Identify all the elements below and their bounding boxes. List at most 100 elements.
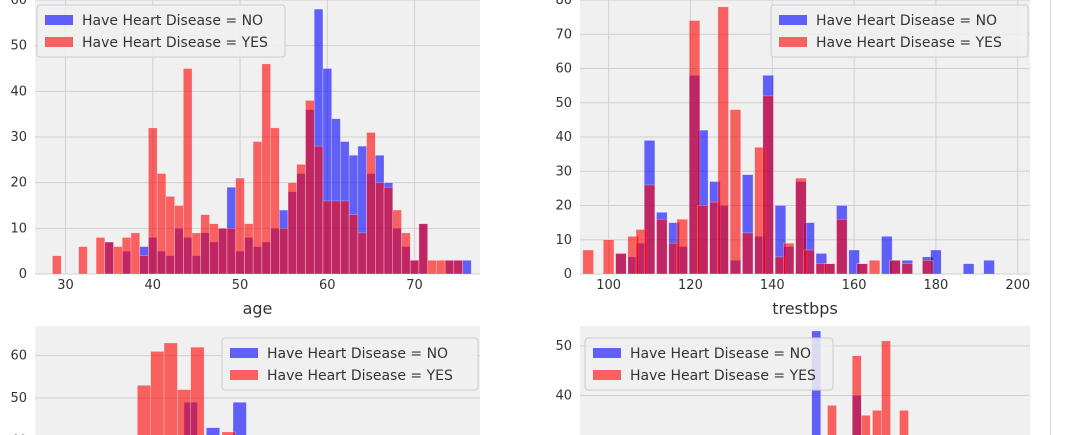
bar-yes: [401, 232, 411, 275]
x-tick-label: 50: [232, 278, 249, 293]
bar-yes: [221, 431, 236, 435]
bar-yes: [392, 209, 402, 275]
bar-yes: [156, 173, 167, 275]
y-tick-label: 50: [10, 391, 27, 406]
y-tick-label: 60: [555, 62, 572, 77]
bar-yes: [95, 237, 106, 275]
y-tick-label: 10: [555, 233, 572, 248]
bar-yes: [270, 127, 280, 275]
scrollbar-track[interactable]: [1050, 0, 1051, 435]
legend: Have Heart Disease = NO Have Heart Diseas…: [36, 4, 286, 58]
legend-box: [221, 337, 479, 391]
bar-yes: [279, 228, 289, 275]
x-axis-label: age: [243, 299, 273, 318]
x-tick-label: 180: [923, 278, 948, 293]
x-tick-label: 70: [406, 278, 423, 293]
bar-yes: [427, 260, 437, 275]
x-tick-label: 100: [596, 278, 621, 293]
bar-yes: [357, 232, 367, 275]
bar-yes: [122, 237, 132, 275]
bar-yes: [615, 253, 627, 275]
bar-no: [232, 402, 247, 435]
bar-yes: [252, 141, 263, 275]
bar-yes: [104, 241, 114, 275]
bar-yes: [783, 242, 795, 275]
bar-yes: [52, 255, 62, 275]
legend-swatch-no: [45, 15, 73, 25]
bar-no: [848, 249, 860, 275]
bar-yes: [148, 127, 158, 275]
bar-yes: [113, 246, 123, 275]
y-tick-label: 40: [10, 433, 27, 435]
bar-yes: [836, 218, 848, 275]
y-tick-label: 20: [555, 199, 572, 214]
bar-yes: [305, 100, 315, 275]
bar-yes: [453, 260, 463, 275]
bar-yes: [856, 263, 868, 275]
bar-yes: [901, 263, 913, 275]
legend-swatch-no: [593, 348, 621, 358]
bar-yes: [795, 177, 807, 275]
legend-label-yes: Have Heart Disease = YES: [267, 368, 453, 384]
bar-yes: [150, 351, 165, 435]
bar-yes: [582, 249, 594, 275]
bar-yes: [209, 223, 219, 275]
bar-no: [206, 427, 220, 435]
bar-yes: [603, 239, 615, 275]
bar-yes: [742, 232, 754, 275]
y-tick-label: 50: [555, 96, 572, 111]
y-tick-label: 50: [555, 339, 572, 354]
bar-yes: [244, 223, 254, 275]
bar-yes: [78, 246, 88, 275]
bar-yes: [852, 355, 862, 435]
legend-swatch-yes: [230, 370, 258, 380]
bar-yes: [383, 186, 393, 275]
y-tick-label: 40: [10, 84, 27, 99]
bar-yes: [881, 340, 891, 435]
bar-yes: [872, 410, 882, 435]
legend: Have Heart Disease = NO Have Heart Diseas…: [584, 337, 834, 391]
bar-yes: [861, 415, 871, 435]
bar-yes: [183, 68, 193, 275]
bar-yes: [165, 196, 175, 275]
bar-yes: [200, 214, 210, 275]
legend-swatch-no: [230, 348, 258, 358]
bar-no: [983, 260, 995, 275]
bar-yes: [331, 200, 341, 275]
bar-yes: [656, 218, 668, 275]
bar-yes: [226, 228, 236, 275]
bar-yes: [823, 263, 836, 275]
legend: Have Heart Disease = NO Have Heart Diseas…: [770, 4, 1029, 58]
legend-swatch-yes: [779, 37, 807, 47]
bar-no: [881, 236, 893, 275]
x-tick-label: 140: [760, 278, 785, 293]
bar-yes: [130, 232, 140, 275]
x-tick-label: 120: [678, 278, 703, 293]
bar-yes: [729, 109, 742, 275]
bar-yes: [217, 228, 228, 275]
bar-yes: [235, 177, 245, 275]
y-tick-label: 30: [10, 130, 27, 145]
y-tick-label: 0: [19, 267, 27, 282]
bar-yes: [827, 405, 837, 435]
x-tick-label: 200: [1005, 278, 1030, 293]
x-axis-label: trestbps: [772, 299, 838, 318]
y-tick-label: 30: [555, 164, 572, 179]
bar-yes: [163, 342, 178, 435]
y-tick-label: 80: [555, 0, 572, 8]
bar-yes: [688, 20, 701, 275]
bar-yes: [418, 223, 428, 275]
bar-yes: [348, 214, 359, 275]
bar-yes: [922, 260, 934, 275]
bar-yes: [643, 184, 656, 275]
y-tick-label: 60: [10, 0, 27, 8]
legend-label-yes: Have Heart Disease = YES: [816, 35, 1002, 51]
bar-yes: [287, 182, 298, 275]
bar-yes: [366, 132, 376, 275]
bar-yes: [174, 205, 184, 275]
x-tick-label: 160: [842, 278, 867, 293]
bar-yes: [899, 410, 909, 435]
